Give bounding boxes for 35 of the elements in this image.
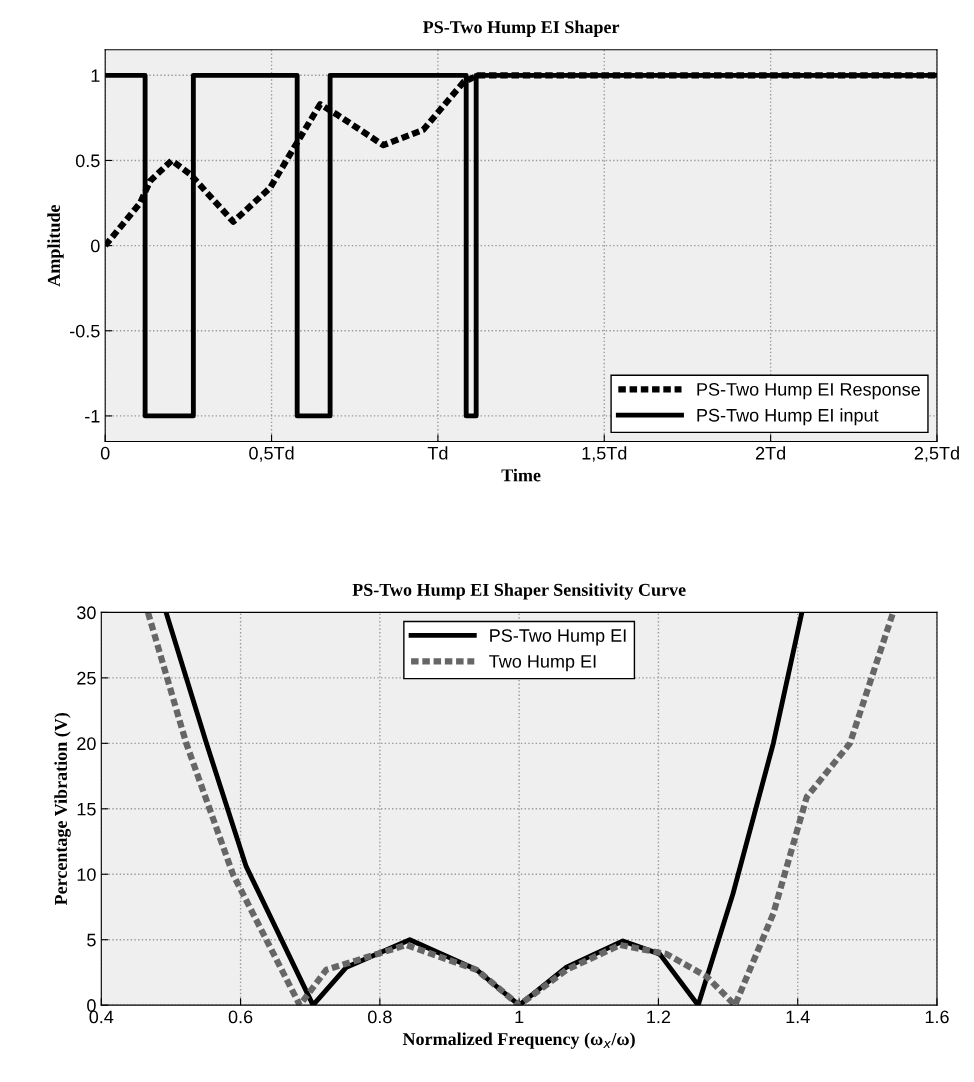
x-tick-label: 1.6 bbox=[925, 1010, 949, 1024]
legend-label: PS-Two Hump EI bbox=[490, 629, 626, 646]
legend-label: PS-Two Hump EI input bbox=[697, 408, 879, 426]
y-tick-label: -0.5 bbox=[70, 324, 100, 338]
y-tick-label: 0.5 bbox=[75, 154, 100, 168]
y-tick-label: 1 bbox=[91, 69, 100, 82]
y-tick-label: 25 bbox=[77, 671, 96, 685]
y-tick-label: 5 bbox=[87, 933, 96, 947]
legend-label: Two Hump EI bbox=[489, 655, 596, 672]
x-tick-label: Td bbox=[427, 446, 448, 460]
y-tick-label: 10 bbox=[77, 868, 96, 881]
x-tick-label: 2Td bbox=[755, 446, 786, 460]
y-axis-title: Percentage Vibration (V) bbox=[54, 712, 71, 906]
y-tick-label: 0 bbox=[87, 999, 96, 1012]
legend-label: PS-Two Hump EI Response bbox=[697, 382, 920, 400]
y-tick-label: 15 bbox=[77, 802, 96, 816]
x-tick-label: 0 bbox=[100, 446, 110, 460]
x-tick-label: 1.2 bbox=[647, 1010, 671, 1024]
x-tick-label: 1 bbox=[515, 1010, 524, 1024]
y-tick-label: 20 bbox=[77, 737, 96, 751]
x-tick-label: 1.4 bbox=[786, 1010, 810, 1024]
chart-title: PS-Two Hump EI Shaper Sensitivity Curve bbox=[352, 583, 686, 600]
x-tick-label: 0.8 bbox=[368, 1010, 392, 1024]
x-tick-label: 0.4 bbox=[89, 1010, 114, 1024]
y-axis-title: Amplitude bbox=[47, 204, 64, 287]
x-tick-label: 0,5Td bbox=[249, 446, 294, 462]
x-axis-title: Normalized Frequency (ω$_{x}$/ω) bbox=[402, 1032, 635, 1049]
chart-title: PS-Two Hump EI Shaper bbox=[422, 20, 620, 37]
x-axis-title: Time bbox=[501, 468, 541, 482]
y-tick-label: 0 bbox=[91, 239, 100, 253]
x-tick-label: 0.6 bbox=[228, 1010, 253, 1024]
x-tick-label: 2,5Td bbox=[914, 446, 959, 462]
y-tick-label: -1 bbox=[85, 410, 100, 423]
x-tick-label: 1,5Td bbox=[582, 446, 627, 462]
y-tick-label: 30 bbox=[77, 606, 96, 620]
